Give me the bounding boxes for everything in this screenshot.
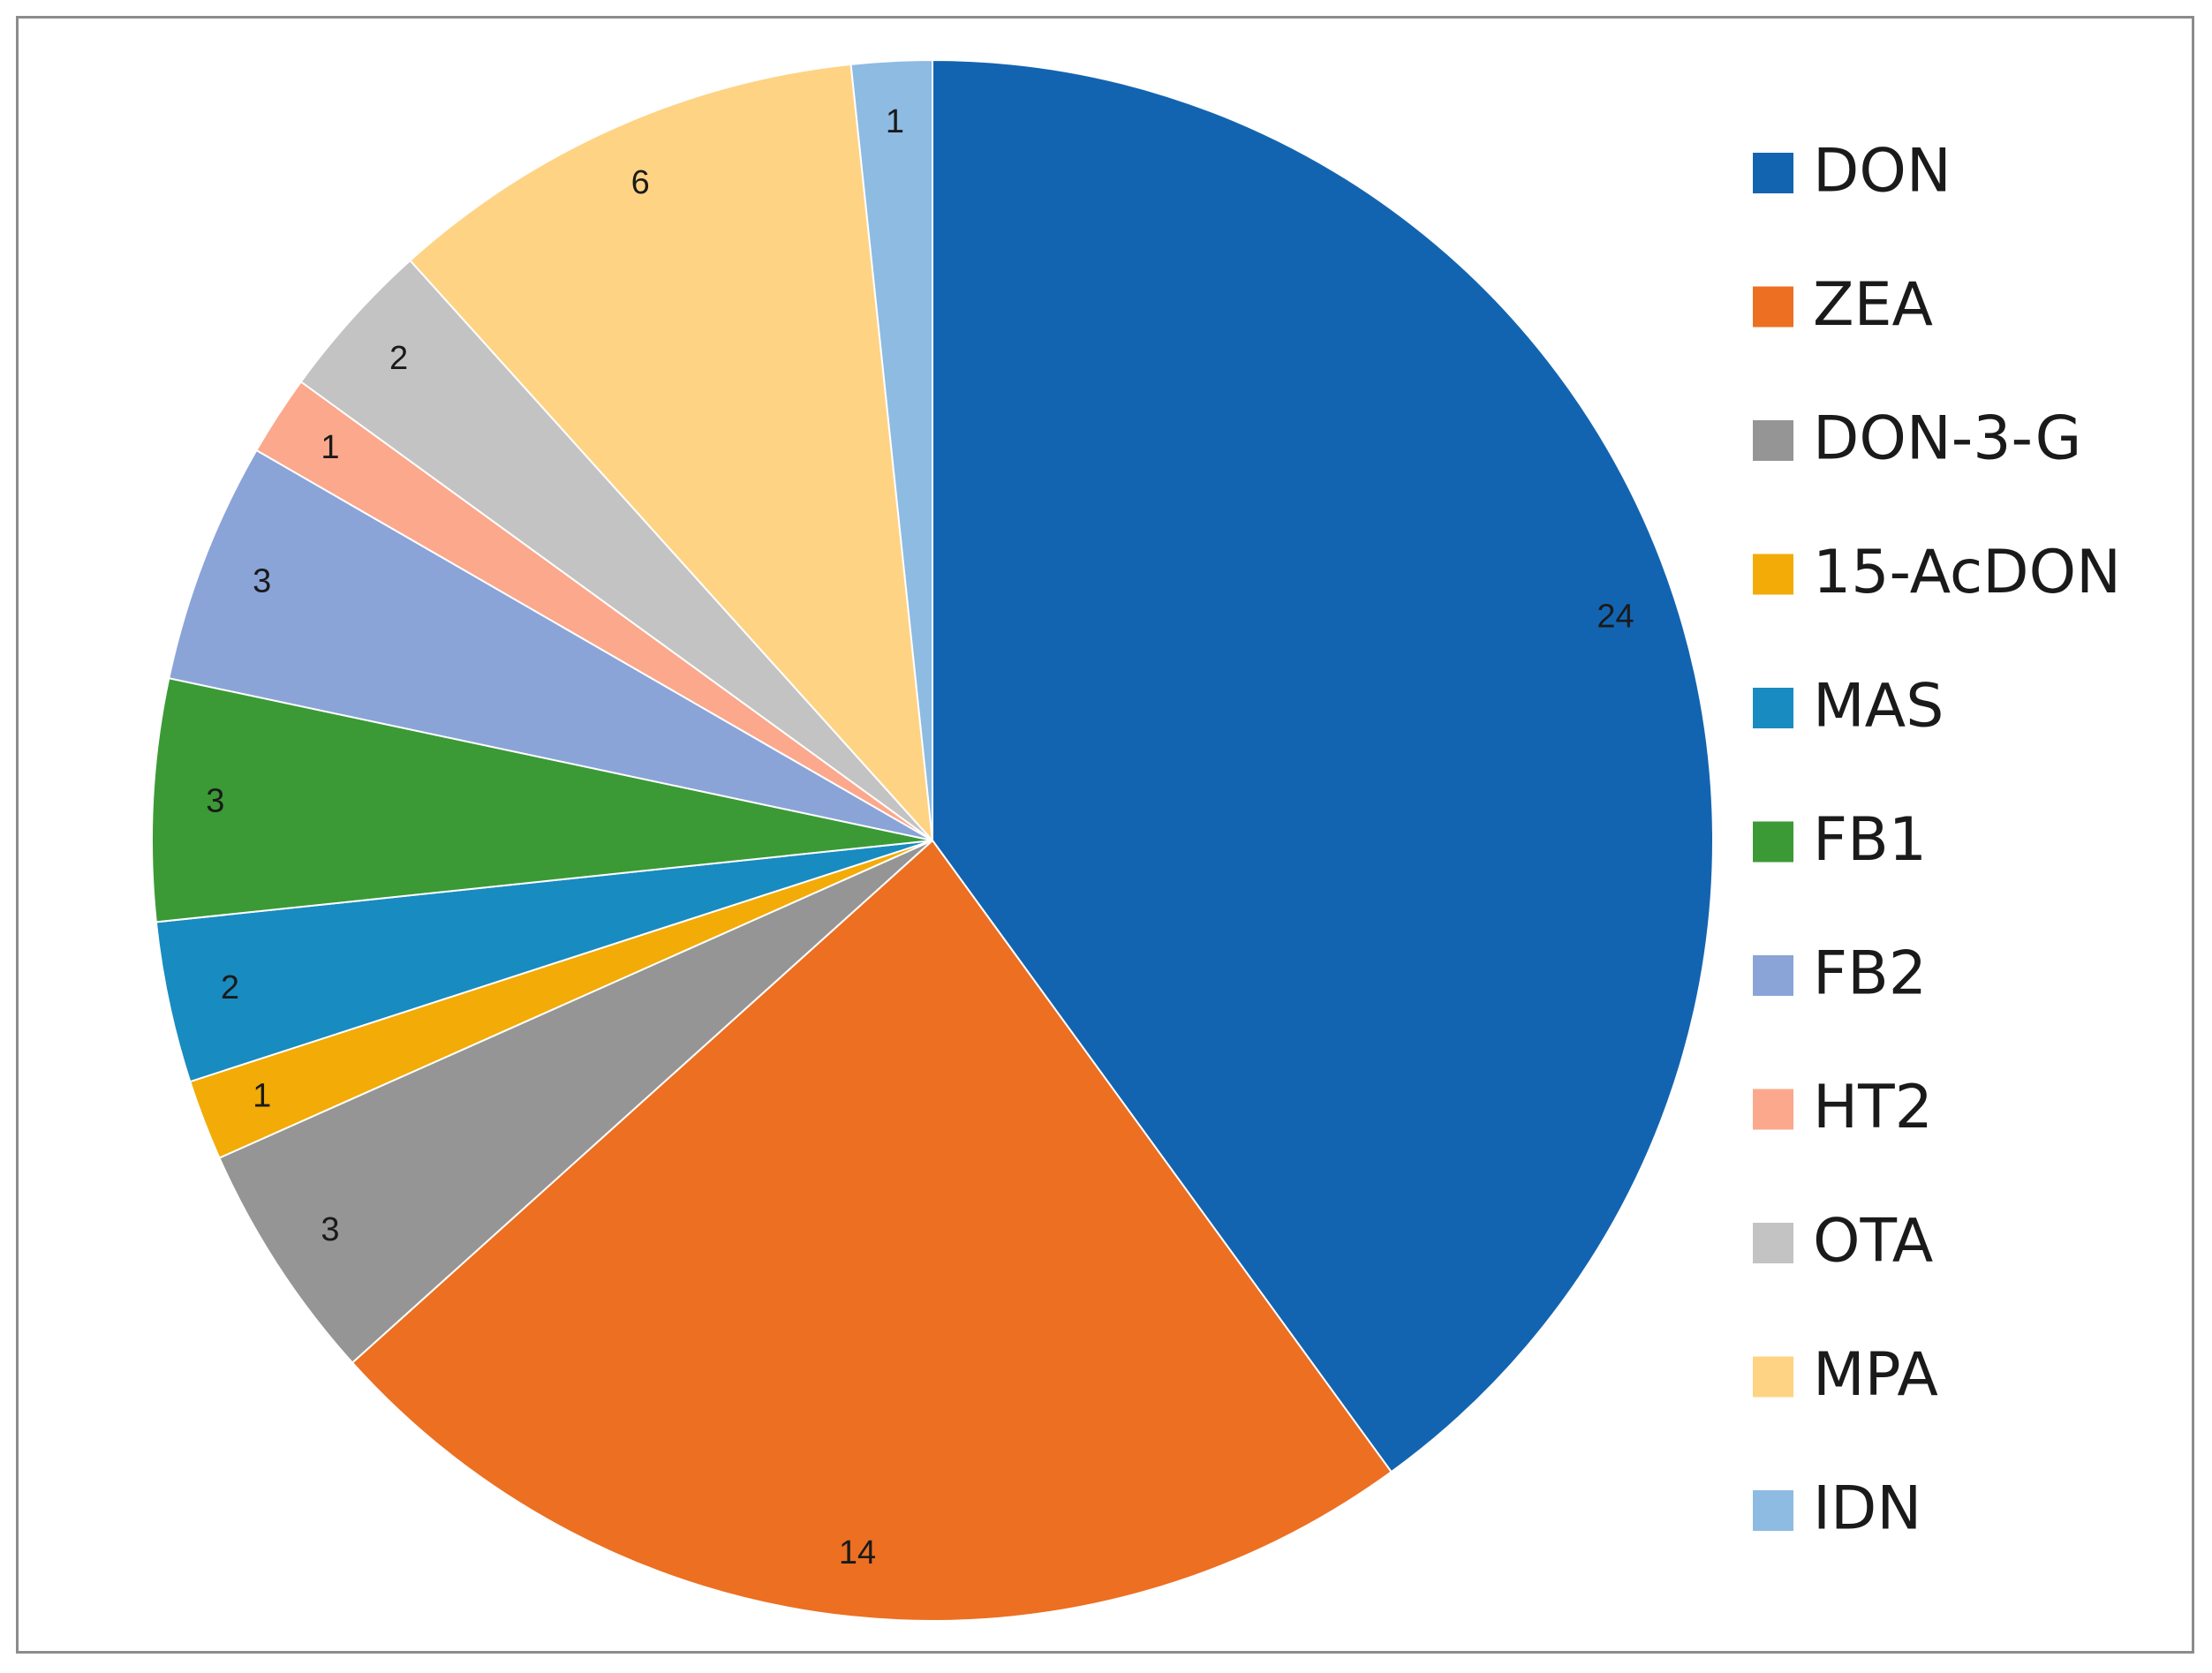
legend-item-fb2: FB2 xyxy=(1753,939,1927,1009)
data-label-ota: 2 xyxy=(389,340,408,377)
legend-item-zea: ZEA xyxy=(1753,270,1933,340)
legend-label-fb2: FB2 xyxy=(1813,939,1927,1009)
data-label-15-acdon: 1 xyxy=(253,1077,271,1114)
legend-label-fb1: FB1 xyxy=(1813,805,1927,875)
data-label-don-3-g: 3 xyxy=(321,1211,339,1248)
data-label-idn: 1 xyxy=(886,103,904,140)
legend-swatch-mpa xyxy=(1753,1356,1793,1398)
legend-label-mas: MAS xyxy=(1813,672,1944,742)
legend-label-don: DON xyxy=(1813,137,1952,207)
legend-label-mpa: MPA xyxy=(1813,1340,1938,1410)
data-label-mas: 2 xyxy=(221,969,239,1006)
data-label-zea: 14 xyxy=(839,1534,876,1571)
legend-item-15-acdon: 15-AcDON xyxy=(1753,538,2121,607)
legend-label-zea: ZEA xyxy=(1813,270,1933,340)
pie-slice-fb1 xyxy=(151,677,933,923)
data-label-fb2: 3 xyxy=(253,563,271,600)
pie-slice-don-3-g xyxy=(218,840,933,1364)
legend-label-don-3-g: DON-3-G xyxy=(1813,404,2081,474)
pie-slice-idn xyxy=(849,58,933,841)
pie-slice-zea xyxy=(351,839,1393,1622)
legend-label-15-acdon: 15-AcDON xyxy=(1813,538,2121,607)
legend: DON ZEA DON-3-G 15-AcDON MAS FB1 FB2 HT2 OTA MPA I… xyxy=(1753,137,2121,1544)
data-label-ht2: 1 xyxy=(321,429,339,466)
legend-item-mpa: MPA xyxy=(1753,1340,1938,1410)
legend-swatch-fb2 xyxy=(1753,955,1793,996)
legend-swatch-mas xyxy=(1753,688,1793,728)
legend-swatch-don xyxy=(1753,153,1793,193)
legend-swatch-idn xyxy=(1753,1490,1793,1531)
legend-swatch-fb1 xyxy=(1753,821,1793,863)
legend-swatch-15-acdon xyxy=(1753,554,1793,595)
pie-slice-mpa xyxy=(409,63,934,843)
pie-data-labels: 24 14 3 1 2 3 3 1 2 6 1 xyxy=(206,103,1634,1571)
data-label-fb1: 3 xyxy=(206,782,224,819)
legend-swatch-ota xyxy=(1753,1223,1793,1263)
pie-slice-fb2 xyxy=(168,448,933,841)
legend-label-idn: IDN xyxy=(1813,1474,1921,1544)
legend-item-mas: MAS xyxy=(1753,672,1944,742)
legend-item-ht2: HT2 xyxy=(1753,1073,1933,1142)
legend-swatch-zea xyxy=(1753,286,1793,328)
legend-item-don-3-g: DON-3-G xyxy=(1753,404,2081,474)
legend-item-idn: IDN xyxy=(1753,1474,1921,1544)
legend-label-ota: OTA xyxy=(1813,1207,1933,1277)
data-label-mpa: 6 xyxy=(631,164,650,201)
legend-item-fb1: FB1 xyxy=(1753,805,1927,875)
legend-swatch-ht2 xyxy=(1753,1089,1793,1130)
legend-item-don: DON xyxy=(1753,137,1952,207)
data-label-don: 24 xyxy=(1597,599,1634,636)
legend-item-ota: OTA xyxy=(1753,1207,1933,1277)
pie-slices xyxy=(151,58,1714,1622)
pie-slice-don xyxy=(932,58,1714,1473)
legend-swatch-don-3-g xyxy=(1753,420,1793,461)
legend-label-ht2: HT2 xyxy=(1813,1073,1933,1142)
